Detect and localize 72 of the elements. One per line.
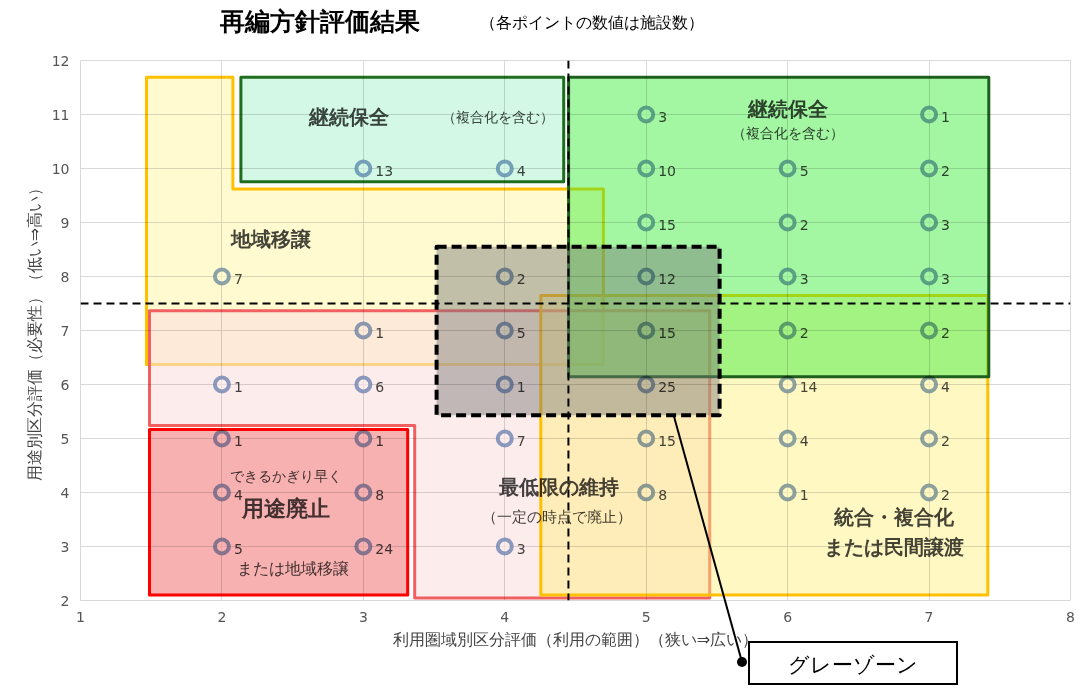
annotation: 2 (941, 324, 950, 341)
annotation: 8 (658, 486, 668, 503)
annotation: 2 (516, 270, 526, 287)
y-tick-label: 7 (60, 322, 70, 339)
annotation: 15 (658, 324, 677, 341)
annotation: できるかぎり早く (229, 468, 342, 485)
annotation: または民間譲渡 (823, 534, 964, 559)
annotation: 5 (233, 540, 243, 557)
annotation: 5 (799, 162, 809, 179)
annotation: 15 (658, 216, 677, 233)
annotation: 統合・複合化 (832, 504, 955, 529)
annotation: 8 (375, 486, 385, 503)
annotation: 13 (375, 162, 394, 179)
x-tick-label: 3 (358, 608, 368, 625)
y-tick-label: 5 (60, 430, 70, 447)
annotation: 地域移譲 (230, 226, 313, 251)
chart-subtitle: （各ポイントの数値は施設数） (480, 12, 704, 34)
y-tick-label: 9 (60, 214, 70, 231)
annotation: 3 (658, 108, 668, 125)
annotation: 4 (233, 486, 243, 503)
annotation: 2 (941, 486, 950, 503)
annotation: 1 (941, 108, 950, 125)
annotation: 継続保全 (308, 105, 391, 130)
annotation: （複合化を含む） (731, 125, 844, 142)
annotation: 2 (799, 324, 809, 341)
annotation: 2 (941, 432, 950, 449)
y-tick-label: 6 (60, 376, 70, 393)
annotation: 4 (941, 378, 951, 395)
annotation: （複合化を含む） (441, 109, 554, 126)
text: グレーゾーン (788, 652, 918, 679)
x-tick-label: 4 (500, 608, 510, 625)
annotation: 1 (233, 432, 243, 449)
annotation: または地域移譲 (236, 558, 349, 578)
x-tick-label: 2 (217, 608, 227, 625)
x-tick-label: 5 (641, 608, 651, 625)
x-tick-label: 8 (1066, 608, 1075, 625)
annotation: 4 (516, 162, 526, 179)
annotation: 2 (799, 216, 809, 233)
annotation: 7 (516, 432, 526, 449)
annotation: 7 (233, 270, 243, 287)
annotation: 3 (941, 216, 950, 233)
annotation: 25 (658, 378, 677, 395)
annotation: 5 (516, 324, 526, 341)
annotation: 1 (799, 486, 809, 503)
x-tick-label: 7 (924, 608, 934, 625)
annotation: 3 (799, 270, 809, 287)
annotation: 継続保全 (746, 97, 829, 122)
y-tick-label: 2 (60, 592, 70, 609)
annotation: 6 (375, 378, 385, 395)
annotation: 1 (233, 378, 243, 395)
annotation: 12 (658, 270, 677, 287)
annotation: 1 (375, 432, 385, 449)
y-tick-label: 12 (51, 52, 70, 69)
annotation: 1 (375, 324, 385, 341)
annotation: 10 (658, 162, 677, 179)
annotation: 4 (799, 432, 809, 449)
y-axis-title: 用途別区分評価（必要性）（低い⇒高い） (24, 179, 44, 482)
annotation: 15 (658, 432, 677, 449)
y-tick-label: 10 (51, 160, 70, 177)
y-tick-label: 11 (51, 106, 70, 123)
x-tick-label: 1 (76, 608, 85, 625)
annotation: 14 (799, 378, 818, 395)
x-tick-label: 6 (783, 608, 793, 625)
chart-title: 再編方針評価結果 (220, 6, 420, 38)
y-tick-label: 8 (60, 268, 70, 285)
annotation: 24 (375, 540, 394, 557)
annotation: 3 (516, 540, 526, 557)
annotation: 3 (941, 270, 950, 287)
annotation: 2 (941, 162, 950, 179)
annotation: 1 (516, 378, 526, 395)
y-tick-label: 4 (60, 484, 70, 501)
y-tick-label: 3 (60, 538, 70, 555)
